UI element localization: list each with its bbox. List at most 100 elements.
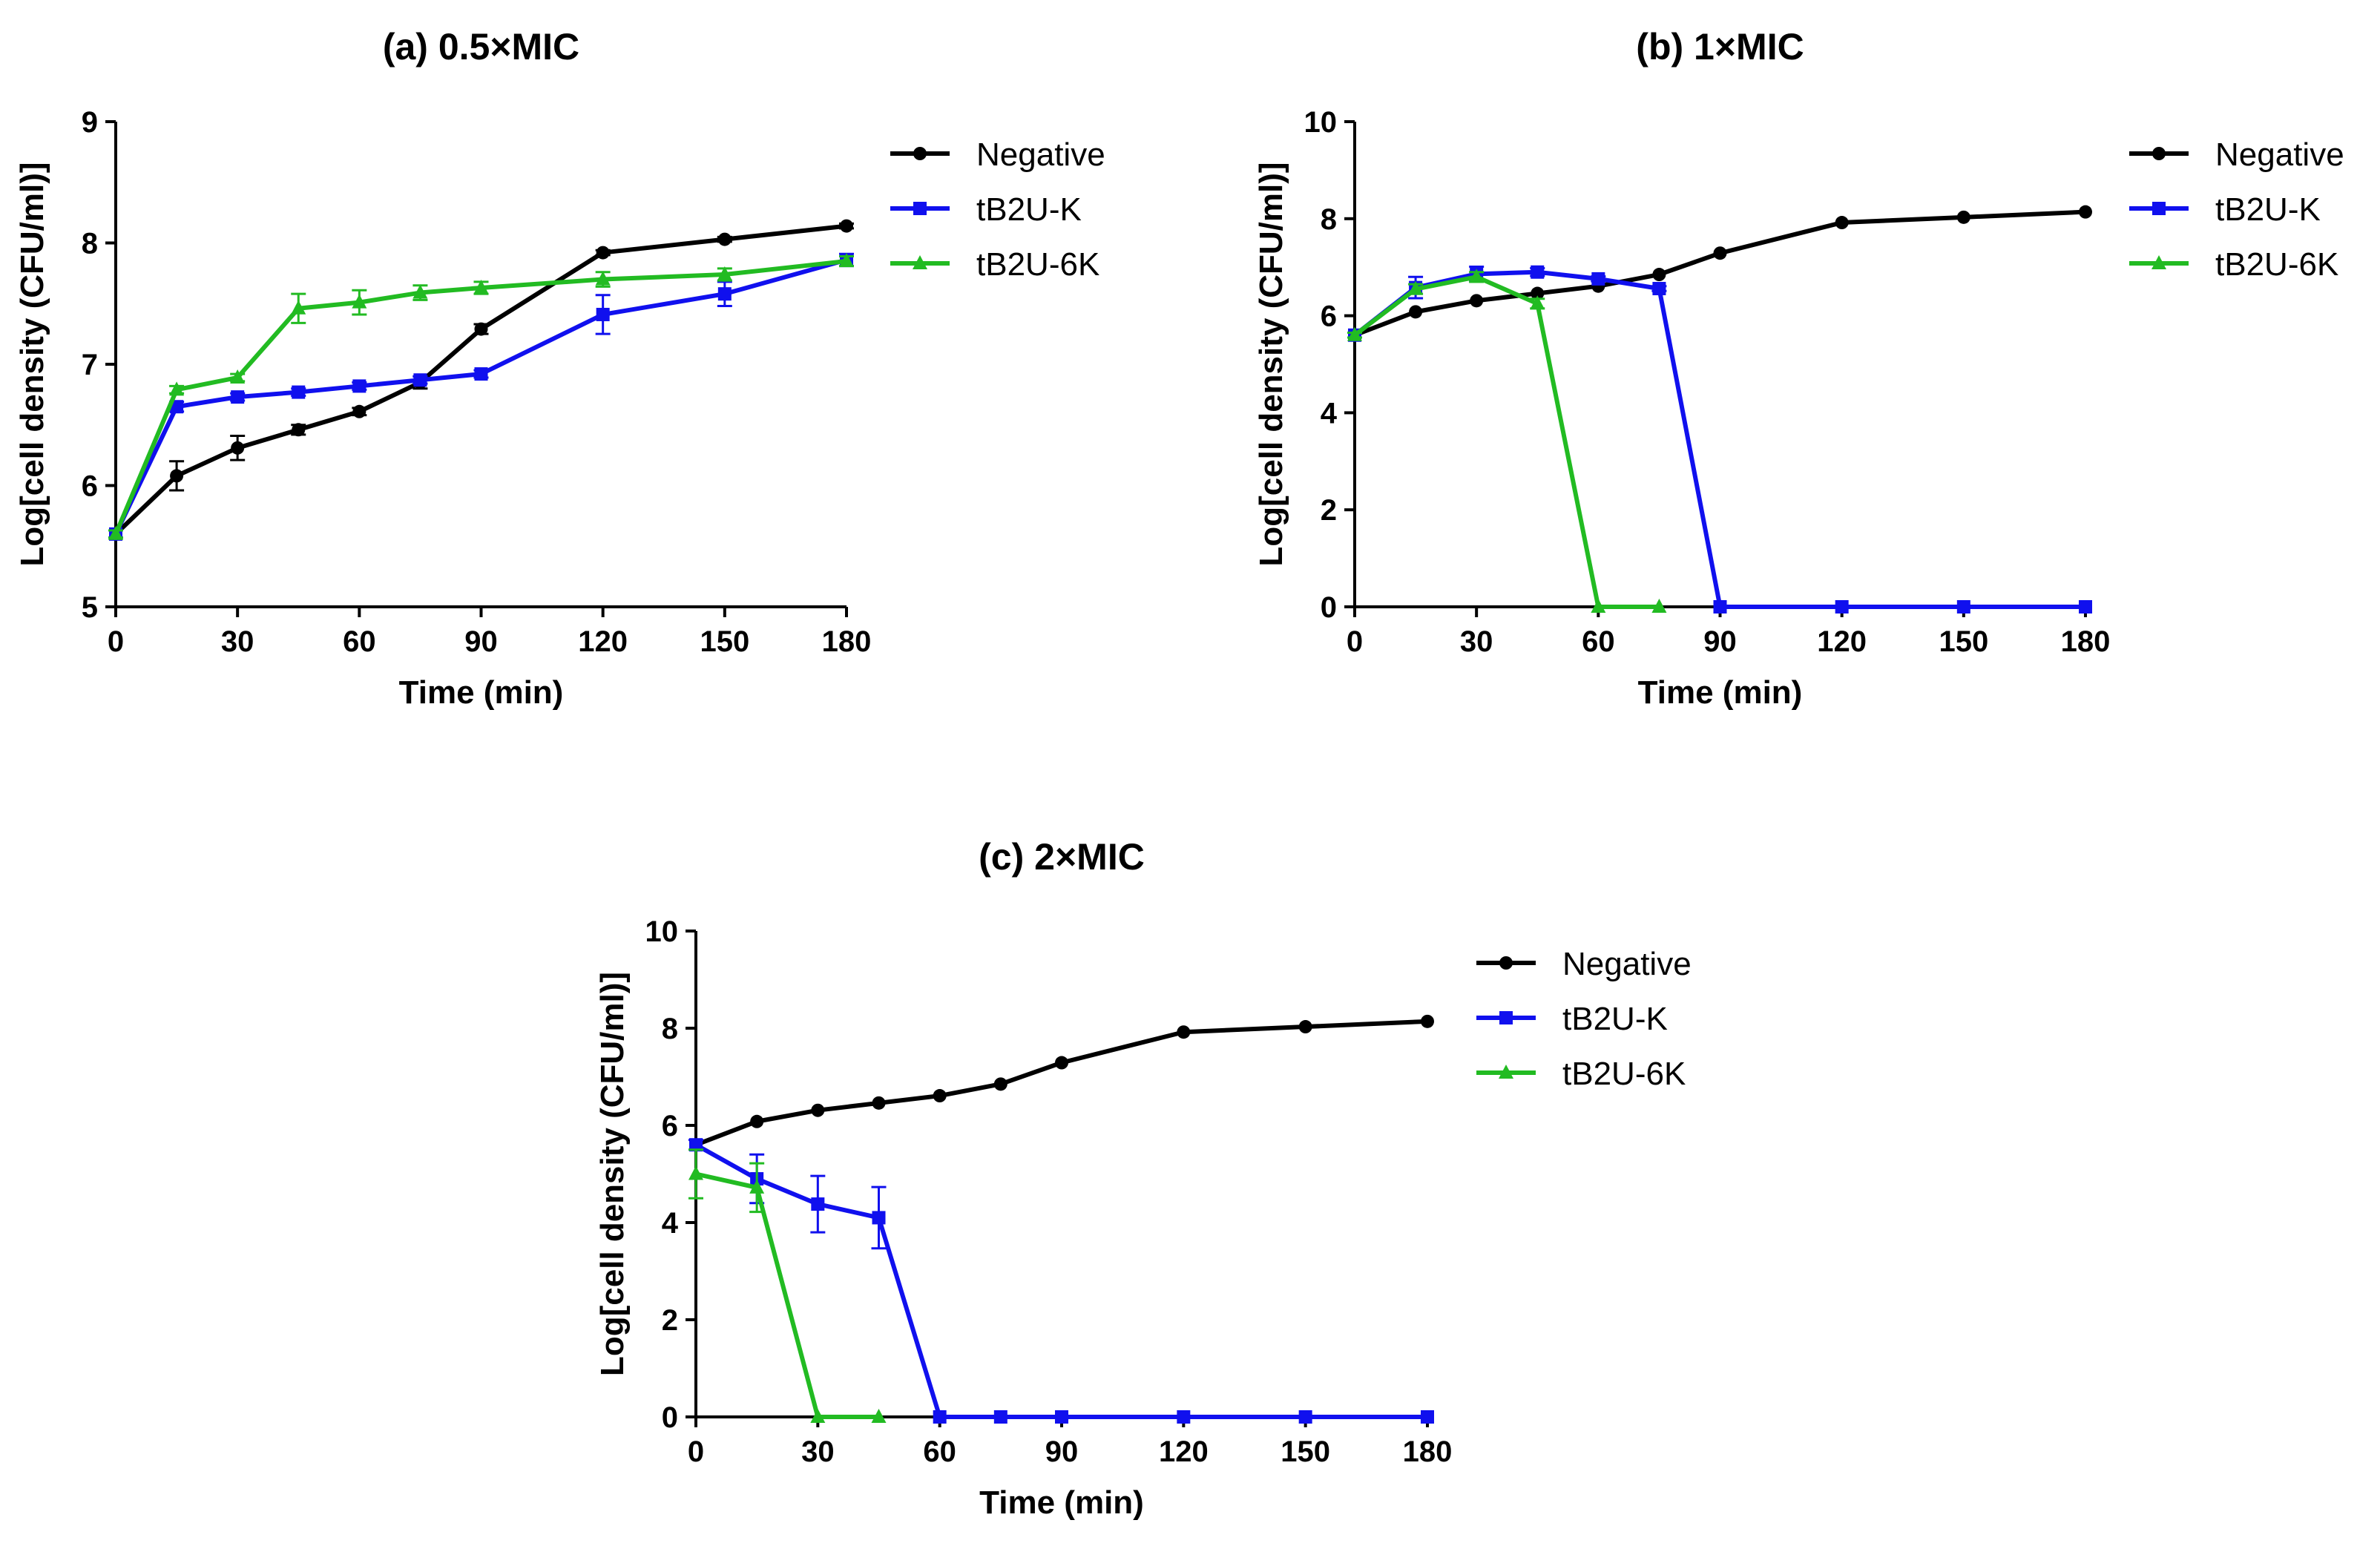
y-tick-label: 10: [1304, 106, 1338, 139]
y-axis-label: Log[cell density (CFU/ml)]: [594, 972, 631, 1376]
legend-item: Negative: [890, 136, 1105, 173]
panel-c-2x-mic-chart: (c) 2×MIC 0 2 4 6 8 10 0 30 60 90 120 150 180 Time (mi…: [594, 836, 1692, 1521]
legend-item: tB2U-K: [1476, 1001, 1668, 1037]
y-tick-label: 7: [82, 349, 98, 381]
data-point: [689, 1138, 703, 1152]
legend-item: Negative: [2129, 136, 2344, 173]
panel-b-1x-mic-chart: (b) 1×MIC 0 2 4 6 8 10 0 30 60 90 120 150 180 Time (mi…: [1253, 26, 2344, 711]
y-tick-label: 8: [662, 1013, 678, 1045]
series-negative: [689, 1014, 1434, 1152]
x-tick-label: 0: [688, 1435, 704, 1468]
y-tick-label: 8: [82, 228, 98, 260]
series-line: [1353, 274, 1660, 609]
data-point: [231, 390, 245, 404]
legend-marker: [2152, 147, 2166, 160]
y-tick-label: 4: [1321, 397, 1338, 430]
series-negative: [1348, 205, 2092, 342]
data-point: [596, 307, 610, 321]
data-point: [596, 246, 610, 260]
data-point: [292, 385, 306, 399]
legend-marker: [913, 147, 927, 160]
data-point: [352, 294, 367, 309]
series-tb2u-k: [688, 1138, 1434, 1424]
y-tick-label: 10: [645, 915, 679, 948]
x-tick-label: 120: [578, 625, 628, 658]
y-tick-label: 8: [1321, 203, 1337, 236]
x-tick-label: 60: [1582, 625, 1615, 658]
series-line: [1353, 269, 2085, 609]
chart-title: (c) 2×MIC: [979, 836, 1145, 878]
legend-item: Negative: [1476, 946, 1692, 982]
data-point: [595, 271, 611, 286]
legend-marker: [913, 202, 927, 215]
x-tick-label: 150: [1939, 625, 1988, 658]
data-point: [933, 1410, 947, 1424]
legend-marker: [1499, 1065, 1513, 1079]
legend-item: tB2U-6K: [890, 246, 1099, 283]
data-point: [170, 400, 184, 414]
legend-label: tB2U-6K: [1562, 1056, 1686, 1092]
data-point: [1591, 272, 1605, 286]
series-line: [114, 257, 847, 536]
x-tick-label: 120: [1817, 625, 1867, 658]
data-point: [839, 253, 854, 268]
data-point: [169, 381, 185, 396]
data-point: [717, 266, 732, 281]
x-tick-label: 30: [801, 1435, 835, 1468]
data-point: [749, 1179, 765, 1194]
data-point: [1652, 281, 1666, 295]
y-tick-label: 0: [1321, 591, 1337, 624]
data-point: [108, 525, 123, 540]
x-tick-label: 180: [1403, 1435, 1453, 1468]
x-tick-label: 180: [2061, 625, 2111, 658]
series-tb2u-6k: [1347, 269, 1667, 613]
data-point: [872, 1211, 886, 1225]
y-tick-label: 6: [662, 1110, 678, 1142]
y-tick-label: 6: [82, 470, 98, 503]
data-point: [1408, 280, 1424, 295]
legend-marker: [1499, 956, 1513, 970]
data-point: [1055, 1410, 1068, 1424]
legend-label: tB2U-K: [1562, 1001, 1668, 1037]
x-tick-label: 0: [108, 625, 124, 658]
series-tb2u-6k: [108, 253, 854, 540]
data-point: [1531, 265, 1545, 279]
data-point: [750, 1114, 764, 1128]
data-point: [352, 404, 366, 418]
legend-item: tB2U-K: [2129, 191, 2321, 228]
data-point: [688, 1165, 703, 1180]
legend-item: tB2U-6K: [2129, 246, 2338, 283]
x-axis-label: Time (min): [979, 1484, 1144, 1521]
data-point: [2079, 600, 2092, 614]
data-point: [1530, 295, 1545, 310]
x-tick-label: 90: [1703, 625, 1737, 658]
data-point: [352, 379, 366, 393]
data-point: [811, 1103, 825, 1117]
data-point: [1298, 1020, 1312, 1034]
legend-label: tB2U-6K: [976, 246, 1099, 283]
data-point: [1298, 1410, 1312, 1424]
legend-marker: [913, 255, 927, 269]
data-point: [2079, 205, 2092, 219]
y-tick-label: 5: [82, 591, 98, 624]
data-point: [1835, 216, 1849, 230]
y-axis-label: Log[cell density (CFU/ml)]: [14, 162, 50, 566]
series-tb2u-6k: [688, 1148, 887, 1423]
data-point: [474, 367, 488, 381]
data-point: [1421, 1410, 1434, 1424]
data-point: [1835, 600, 1849, 614]
series-line: [695, 1171, 879, 1419]
data-point: [811, 1197, 825, 1211]
data-point: [1652, 268, 1666, 282]
y-tick-label: 2: [662, 1304, 678, 1337]
chart-title: (b) 1×MIC: [1636, 26, 1804, 68]
legend-label: tB2U-K: [2215, 191, 2321, 228]
data-point: [933, 1089, 947, 1103]
series-tb2u-k: [1347, 265, 2092, 614]
x-tick-label: 150: [700, 625, 749, 658]
data-point: [840, 219, 853, 233]
x-tick-label: 150: [1281, 1435, 1330, 1468]
x-tick-label: 60: [923, 1435, 956, 1468]
data-point: [993, 1410, 1007, 1424]
